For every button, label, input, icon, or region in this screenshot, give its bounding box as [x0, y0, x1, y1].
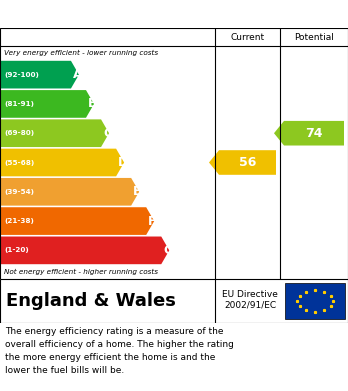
Text: (81-91): (81-91) [4, 101, 34, 107]
Text: (55-68): (55-68) [4, 160, 34, 165]
Text: (92-100): (92-100) [4, 72, 39, 78]
Polygon shape [274, 121, 344, 145]
Text: E: E [133, 185, 142, 198]
Text: C: C [103, 127, 112, 140]
Polygon shape [209, 150, 276, 175]
Text: 74: 74 [305, 127, 323, 140]
Text: (69-80): (69-80) [4, 130, 34, 136]
Text: D: D [118, 156, 128, 169]
Text: (39-54): (39-54) [4, 189, 34, 195]
Polygon shape [0, 119, 109, 147]
Text: 56: 56 [239, 156, 256, 169]
Text: Energy Efficiency Rating: Energy Efficiency Rating [69, 7, 279, 22]
Polygon shape [0, 61, 79, 88]
Text: The energy efficiency rating is a measure of the
overall efficiency of a home. T: The energy efficiency rating is a measur… [5, 327, 234, 375]
Text: Not energy efficient - higher running costs: Not energy efficient - higher running co… [4, 269, 158, 275]
Text: A: A [73, 68, 82, 81]
Text: Current: Current [230, 32, 264, 41]
Text: (21-38): (21-38) [4, 218, 34, 224]
Text: G: G [163, 244, 174, 257]
Polygon shape [0, 90, 94, 118]
Text: EU Directive
2002/91/EC: EU Directive 2002/91/EC [222, 291, 278, 310]
Text: B: B [88, 97, 97, 110]
FancyBboxPatch shape [285, 283, 345, 319]
Polygon shape [0, 149, 124, 176]
Text: Potential: Potential [294, 32, 334, 41]
Text: (1-20): (1-20) [4, 248, 29, 253]
Polygon shape [0, 178, 139, 206]
Text: England & Wales: England & Wales [6, 292, 176, 310]
Polygon shape [0, 207, 154, 235]
Text: Very energy efficient - lower running costs: Very energy efficient - lower running co… [4, 50, 158, 56]
Text: F: F [148, 215, 157, 228]
Polygon shape [0, 237, 169, 264]
